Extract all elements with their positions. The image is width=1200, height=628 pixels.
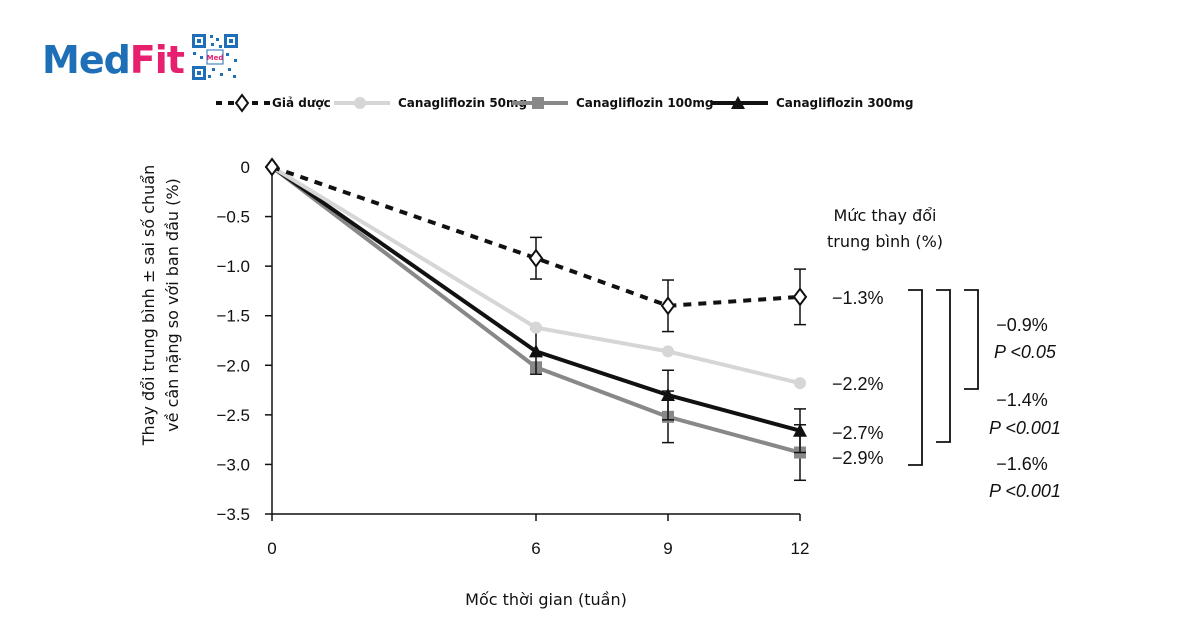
- end-value-label: −2.2%: [832, 374, 884, 394]
- legend-label: Canagliflozin 100mg: [576, 96, 713, 110]
- diamond-marker: [234, 93, 250, 113]
- x-axis-title: Mốc thời gian (tuần): [465, 590, 627, 609]
- y-tick-label: −3.5: [216, 505, 250, 524]
- annotations: Mức thay đổi trung bình (%) −1.3% −2.2% −2.7…: [827, 206, 1061, 501]
- legend-item-cana300: Canagliflozin 300mg: [712, 96, 913, 110]
- end-value-label: −2.9%: [832, 448, 884, 468]
- triangle-marker: [661, 388, 675, 402]
- series-group: [264, 157, 808, 482]
- y-tick-label: −3.0: [216, 455, 250, 474]
- y-tick-label: −2.0: [216, 356, 250, 375]
- side-title-line2: trung bình (%): [827, 232, 943, 251]
- diamond-marker: [264, 157, 280, 177]
- y-tick-label: −2.5: [216, 406, 250, 425]
- y-tick-label: −0.5: [216, 208, 250, 227]
- y-axis-title-line2: về cân nặng so với ban đầu (%): [163, 178, 182, 432]
- x-tick-label: 0: [267, 539, 276, 558]
- legend-label: Canagliflozin 50mg: [398, 96, 527, 110]
- logo-fit: Fit: [129, 38, 185, 82]
- x-tick-label: 12: [791, 539, 810, 558]
- diamond-marker: [792, 287, 808, 307]
- end-value-label: −2.7%: [832, 423, 884, 443]
- triangle-marker: [731, 96, 745, 109]
- comparison-diff: −1.6%: [996, 454, 1048, 474]
- circle-marker: [662, 345, 674, 358]
- circle-marker: [530, 321, 542, 334]
- end-value-label: −1.3%: [832, 288, 884, 308]
- diamond-marker: [528, 248, 544, 268]
- comparison-diff: −0.9%: [996, 315, 1048, 335]
- comparison-p: P <0.001: [989, 418, 1061, 438]
- x-tick-label: 9: [663, 539, 672, 558]
- qr-label: Med: [207, 54, 224, 62]
- series-line-placebo: [271, 165, 801, 308]
- triangle-marker: [529, 344, 543, 358]
- circle-marker: [354, 97, 366, 109]
- legend-item-cana100: Canagliflozin 100mg: [512, 96, 713, 110]
- logo-med: Med: [42, 38, 131, 82]
- series-cana50: [270, 165, 806, 390]
- legend-item-placebo: Giả dược: [216, 93, 331, 113]
- legend: Giả dược Canagliflozin 50mg Canagliflozin …: [216, 93, 913, 113]
- series-cana300: [270, 165, 807, 454]
- y-tick-label: 0: [241, 158, 250, 177]
- comparison-p: P <0.05: [994, 342, 1057, 362]
- series-line-cana300: [270, 165, 801, 433]
- comparison-p: P <0.001: [989, 481, 1061, 501]
- y-axis-title-line1: Thay đổi trung bình ± sai số chuẩn: [139, 165, 158, 447]
- series-line-cana100: [270, 165, 801, 455]
- qr-code-icon: Med: [190, 32, 240, 82]
- brand-logo: MedFit: [42, 38, 185, 82]
- x-tick-label: 6: [531, 539, 540, 558]
- diamond-marker: [660, 296, 676, 316]
- series-line-cana50: [270, 165, 801, 386]
- y-tick-label: −1.0: [216, 257, 250, 276]
- triangle-marker: [793, 423, 807, 437]
- bracket-100mg: [936, 289, 951, 443]
- legend-label: Giả dược: [272, 96, 331, 110]
- axes: 0 −0.5 −1.0 −1.5 −2.0 −2.5 −3.0 −3.5 0 6 9 12 Mốc th…: [139, 158, 809, 609]
- legend-item-cana50: Canagliflozin 50mg: [334, 96, 527, 110]
- side-title-line1: Mức thay đổi: [834, 206, 937, 225]
- comparison-diff: −1.4%: [996, 390, 1048, 410]
- legend-label: Canagliflozin 300mg: [776, 96, 913, 110]
- bracket-300mg: [908, 289, 923, 466]
- series-placebo: [264, 157, 808, 333]
- bracket-50mg: [964, 289, 979, 390]
- y-tick-label: −1.5: [216, 307, 250, 326]
- square-marker: [532, 97, 544, 109]
- circle-marker: [794, 377, 806, 390]
